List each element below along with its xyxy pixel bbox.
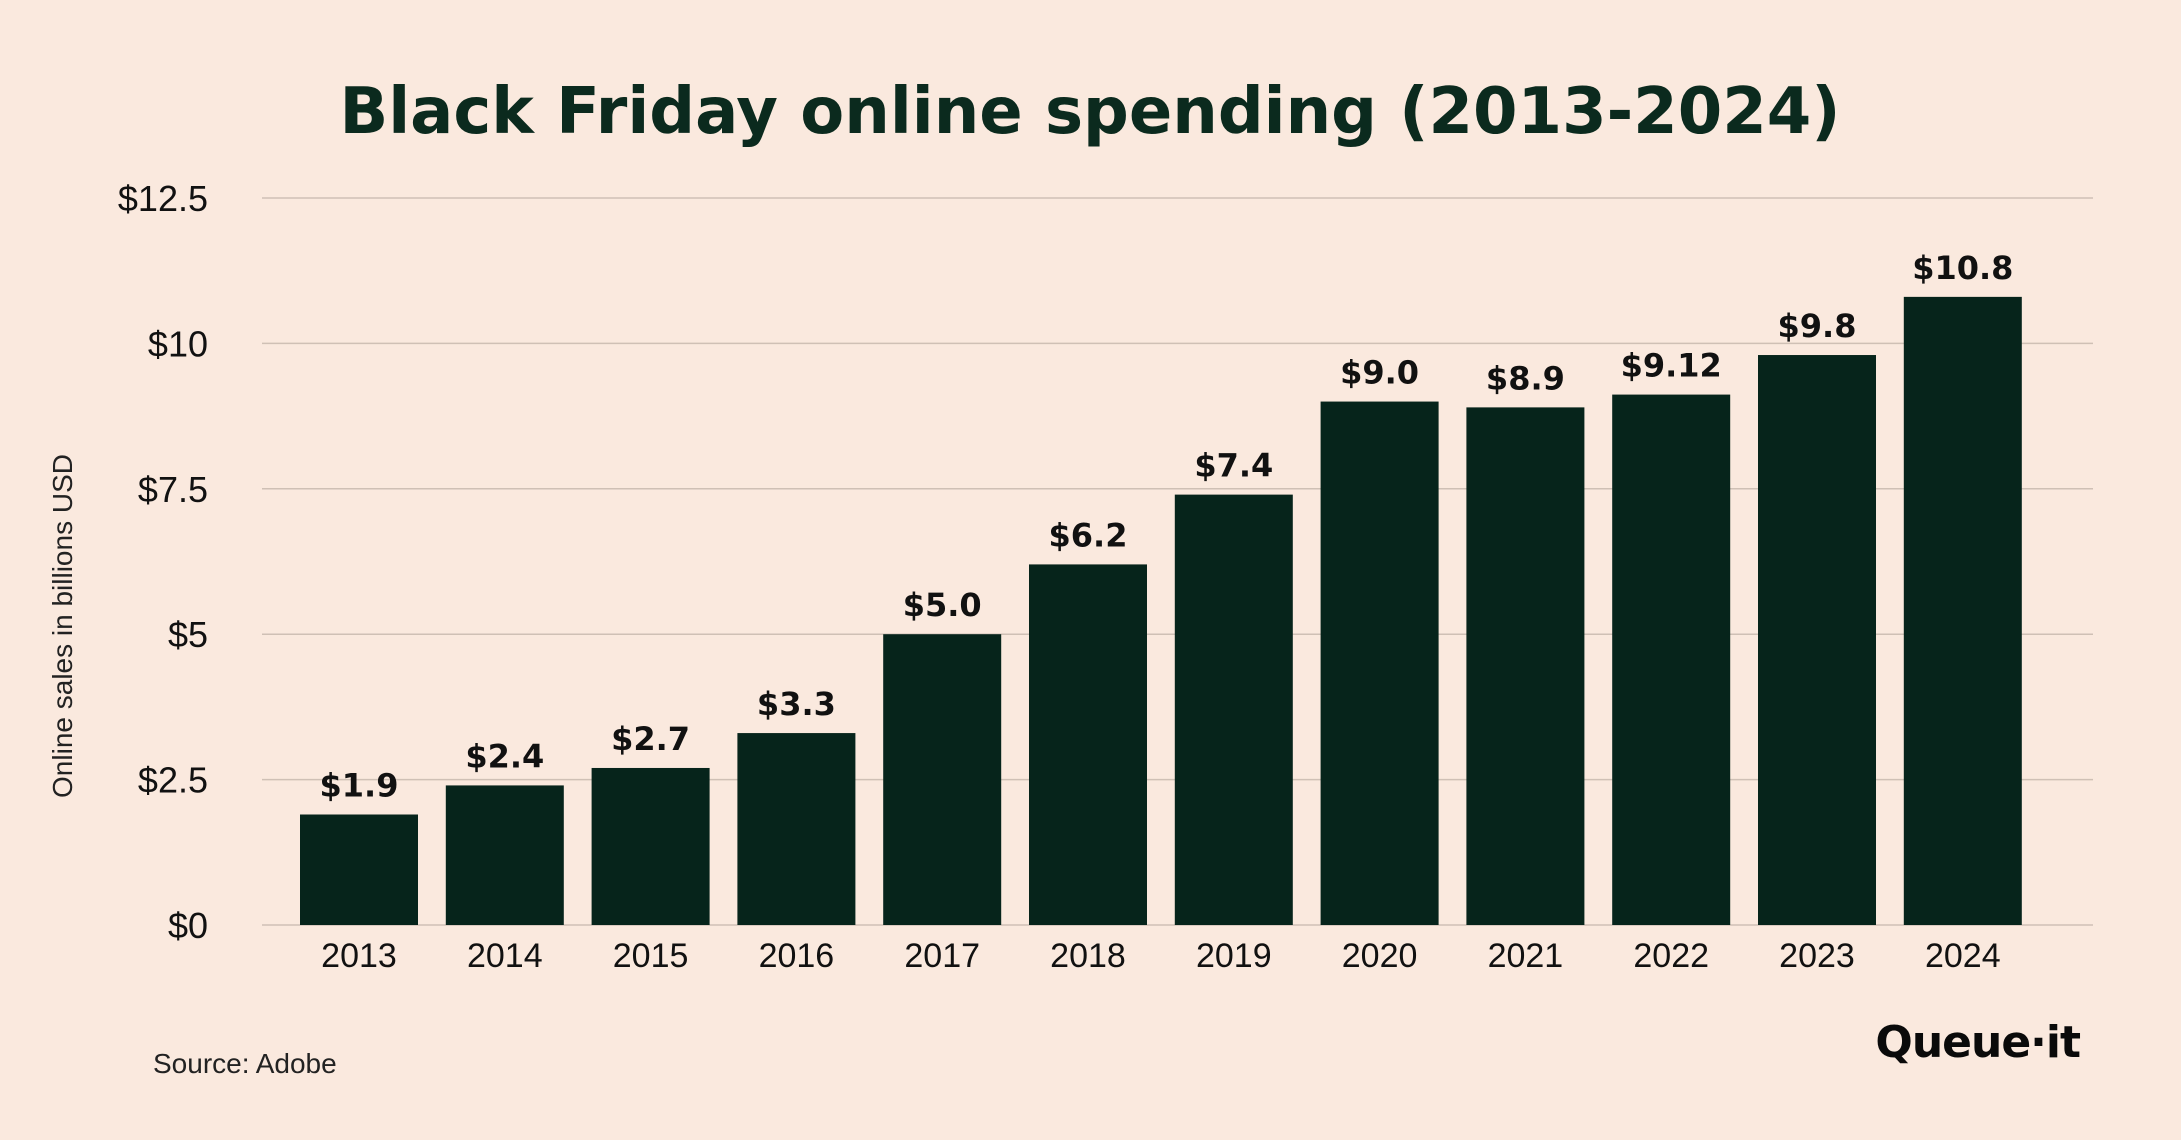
y-tick-label: $5 (168, 614, 208, 655)
x-tick-label: 2016 (759, 937, 835, 975)
x-tick-label: 2023 (1779, 937, 1855, 975)
x-tick-label: 2013 (321, 937, 397, 975)
x-tick-label: 2021 (1488, 937, 1564, 975)
bar-2020 (1320, 401, 1439, 925)
x-tick-label: 2024 (1925, 937, 2001, 975)
data-label-2019: $7.4 (1194, 447, 1273, 485)
x-tick-label: 2019 (1196, 937, 1272, 975)
queue-it-logo: Queue·it (1875, 1017, 2081, 1068)
data-label-2017: $5.0 (903, 586, 982, 624)
bar-2015 (591, 767, 710, 925)
bar-2013 (300, 814, 418, 925)
source-note: Source: Adobe (153, 1048, 337, 1079)
data-label-2018: $6.2 (1049, 516, 1128, 554)
data-label-2016: $3.3 (757, 685, 836, 723)
data-label-2020: $9.0 (1340, 354, 1419, 392)
x-tick-label: 2017 (904, 937, 980, 975)
data-label-2023: $9.8 (1778, 307, 1857, 345)
bar-2019 (1174, 494, 1293, 925)
x-tick-label: 2018 (1050, 937, 1126, 975)
data-label-2021: $8.9 (1486, 359, 1565, 397)
y-tick-label: $10 (148, 323, 208, 364)
bar-2023 (1758, 355, 1876, 926)
x-tick-label: 2014 (467, 937, 543, 975)
x-tick-label: 2022 (1633, 937, 1709, 975)
bar-2022 (1612, 394, 1731, 925)
y-tick-label: $0 (168, 905, 208, 946)
data-label-2022: $9.12 (1621, 347, 1722, 385)
data-label-2015: $2.7 (611, 720, 690, 758)
bar-2024 (1903, 296, 2022, 925)
y-axis-label: Online sales in billions USD (47, 454, 78, 798)
bar-2021 (1466, 407, 1585, 926)
x-tick-label: 2020 (1342, 937, 1418, 975)
bar-2018 (1029, 564, 1147, 925)
chart-title: Black Friday online spending (2013-2024) (339, 75, 1840, 149)
x-tick-label: 2015 (613, 937, 689, 975)
bar-2014 (445, 785, 564, 925)
bar-2017 (883, 634, 1002, 925)
y-tick-label: $2.5 (138, 760, 208, 801)
y-tick-label: $7.5 (138, 469, 208, 510)
data-label-2024: $10.8 (1912, 249, 2013, 287)
data-label-2013: $1.9 (320, 766, 399, 804)
data-label-2014: $2.4 (465, 737, 544, 775)
y-tick-label: $12.5 (118, 178, 208, 219)
bar-2016 (737, 733, 856, 925)
